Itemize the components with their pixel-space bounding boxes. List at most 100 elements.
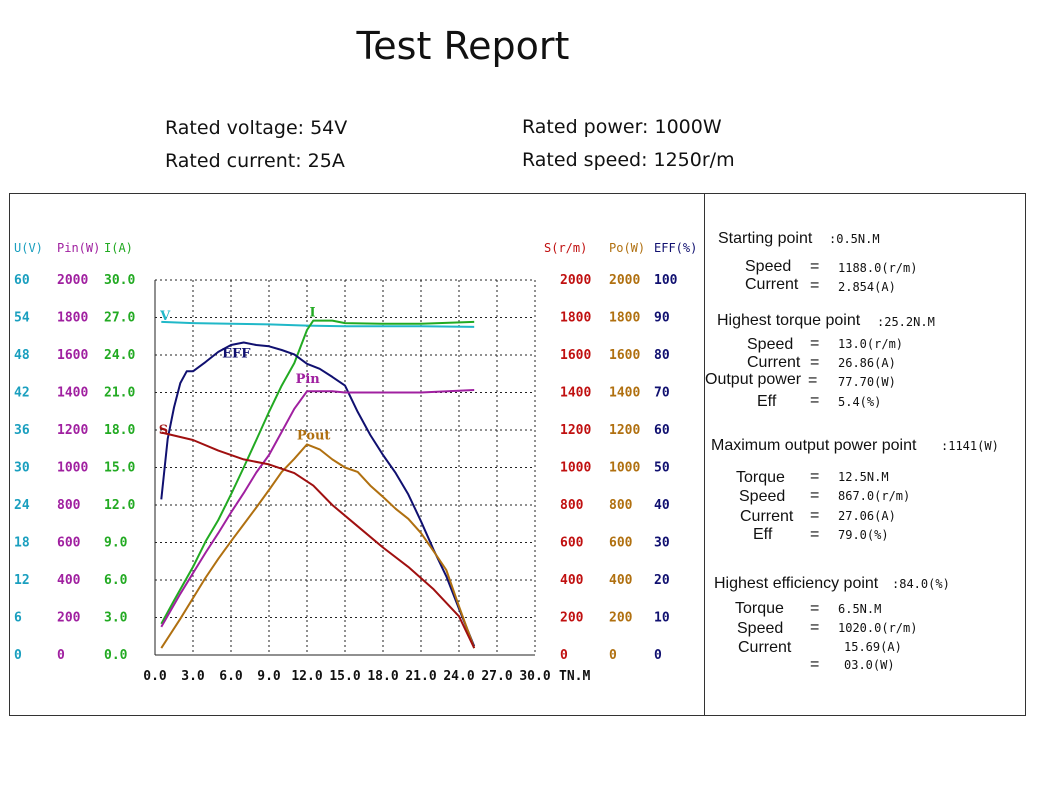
right-axis-tick: 0: [560, 648, 568, 663]
highest-torque-value: :25.2N.M: [877, 315, 935, 329]
left-axis-tick: 27.0: [104, 311, 135, 326]
right-axis-header: EFF(%): [654, 241, 697, 255]
right-axis-tick: 80: [654, 348, 670, 363]
rated-voltage: Rated voltage: 54V: [165, 117, 348, 139]
x-tick-label: 6.0: [219, 669, 243, 684]
series-label-i: I: [310, 305, 316, 320]
right-axis-tick: 1800: [609, 311, 640, 326]
series-label-pout: Pout: [297, 428, 331, 443]
max-current-key: Current: [740, 508, 794, 525]
left-axis-tick: 1800: [57, 311, 88, 326]
left-axis-tick: 12.0: [104, 498, 135, 513]
series-line-i: [160, 319, 475, 625]
eff-current-key: Current: [738, 639, 792, 656]
left-axis-tick: 800: [57, 498, 81, 513]
x-tick-label: 12.0: [291, 669, 322, 684]
left-axis-header: I(A): [104, 241, 133, 255]
max-output-label: Maximum output power point: [711, 437, 917, 454]
right-axis-tick: 70: [654, 386, 670, 401]
torque-speed-value: 13.0(r/m): [838, 337, 904, 351]
left-axis-tick: 9.0: [104, 536, 128, 551]
x-tick-label: 0.0: [143, 669, 167, 684]
torque-eff-key: Eff: [757, 393, 777, 410]
left-axis-tick: 1200: [57, 423, 88, 438]
eff-torque-key: Torque: [735, 600, 784, 617]
eff-speed-value: 1020.0(r/m): [838, 621, 918, 635]
rated-power: Rated power: 1000W: [522, 116, 722, 138]
starting-speed-value: 1188.0(r/m): [838, 261, 918, 275]
left-axis-tick: 6.0: [104, 573, 128, 588]
rated-current: Rated current: 25A: [165, 150, 345, 172]
torque-power-eq: =: [808, 372, 818, 389]
right-axis-tick: 0: [609, 648, 617, 663]
x-tick-label: 18.0: [367, 669, 398, 684]
left-axis-tick: 6: [14, 611, 22, 626]
torque-power-key: Output power: [705, 371, 802, 388]
x-tick-label: 24.0: [443, 669, 474, 684]
series-label-pin: Pin: [296, 372, 321, 387]
right-axis-tick: 600: [609, 536, 633, 551]
right-axis-tick: 20: [654, 573, 670, 588]
starting-point-value: :0.5N.M: [829, 232, 880, 246]
right-axis-tick: 400: [560, 573, 584, 588]
max-speed-eq: =: [810, 487, 820, 504]
series-label-eff: EFF: [222, 347, 251, 362]
x-tick-label: 9.0: [257, 669, 281, 684]
left-axis-tick: 1400: [57, 386, 88, 401]
page-title: Test Report: [356, 24, 570, 68]
torque-current-eq: =: [810, 354, 820, 371]
right-axis-tick: 2000: [609, 273, 640, 288]
right-axis-tick: 100: [654, 273, 678, 288]
left-axis-tick: 200: [57, 611, 81, 626]
highest-eff-value: :84.0(%): [892, 577, 950, 591]
left-axis-tick: 1000: [57, 461, 88, 476]
starting-point-label: Starting point: [718, 230, 813, 247]
max-torque-eq: =: [810, 468, 820, 485]
left-axis-tick: 48: [14, 348, 30, 363]
right-axis-tick: 1600: [560, 348, 591, 363]
left-axis-tick: 1600: [57, 348, 88, 363]
right-axis-header: S(r/m): [544, 241, 587, 255]
eff-current-value: 15.69(A): [844, 640, 902, 654]
left-axis-header: U(V): [14, 241, 43, 255]
torque-speed-key: Speed: [747, 336, 794, 353]
left-axis-tick: 24: [14, 498, 30, 513]
series-line-v: [161, 320, 475, 328]
left-axis-tick: 12: [14, 573, 30, 588]
eff-speed-key: Speed: [737, 620, 784, 637]
series-line-pout: [160, 443, 476, 649]
highest-torque-label: Highest torque point: [717, 312, 861, 329]
x-axis-title: TN.M: [559, 669, 590, 684]
right-axis-tick: 1200: [560, 423, 591, 438]
right-axis-tick: 10: [654, 611, 670, 626]
right-axis-tick: 1600: [609, 348, 640, 363]
rated-speed: Rated speed: 1250r/m: [522, 149, 735, 171]
left-axis-tick: 18.0: [104, 423, 135, 438]
max-current-value: 27.06(A): [838, 509, 896, 523]
left-axis-tick: 30: [14, 461, 30, 476]
right-axis-tick: 400: [609, 573, 633, 588]
x-tick-label: 21.0: [405, 669, 436, 684]
right-axis-tick: 1400: [609, 386, 640, 401]
max-torque-key: Torque: [736, 469, 785, 486]
right-axis-tick: 40: [654, 498, 670, 513]
x-tick-label: 3.0: [181, 669, 205, 684]
right-axis-tick: 0: [654, 648, 662, 663]
max-eff-value: 79.0(%): [838, 528, 889, 542]
right-axis-tick: 1000: [609, 461, 640, 476]
series-label-s: S: [159, 423, 168, 438]
right-axis-tick: 60: [654, 423, 670, 438]
right-axis-tick: 30: [654, 536, 670, 551]
torque-eff-eq: =: [810, 392, 820, 409]
torque-current-value: 26.86(A): [838, 356, 896, 370]
left-axis-tick: 0.0: [104, 648, 128, 663]
eff-power-eq: =: [810, 656, 820, 673]
max-speed-value: 867.0(r/m): [838, 489, 911, 503]
performance-chart: 0.0 3.0 6.0 9.0 12.0 15.0 18.0 21.0 24.0 27.0 30.0…: [14, 241, 697, 684]
right-axis-tick: 600: [560, 536, 584, 551]
max-torque-value: 12.5N.M: [838, 470, 889, 484]
left-axis-tick: 600: [57, 536, 81, 551]
left-axis-tick: 24.0: [104, 348, 135, 363]
left-axis-tick: 0: [57, 648, 65, 663]
starting-current-value: 2.854(A): [838, 280, 896, 294]
